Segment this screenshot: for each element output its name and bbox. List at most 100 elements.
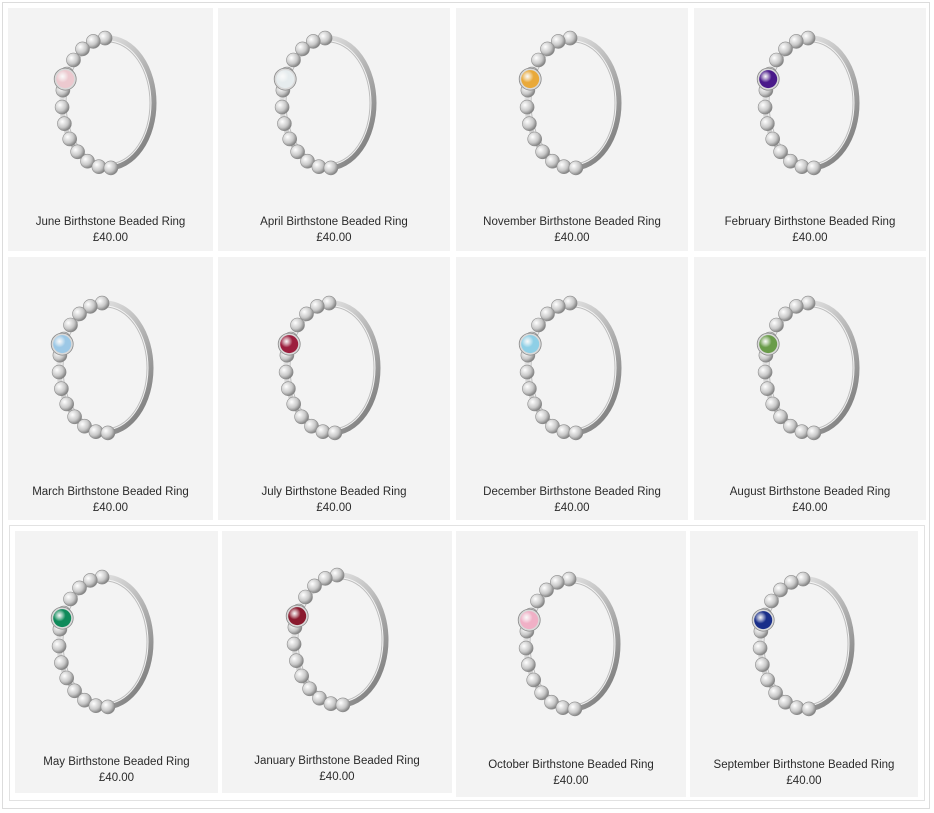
ring-bead — [539, 582, 554, 598]
ring-bead — [63, 317, 78, 333]
ring-bead — [768, 685, 783, 701]
product-price: £40.00 — [316, 232, 352, 244]
ring-bead — [51, 638, 67, 654]
ring-bead — [327, 425, 343, 441]
product-name[interactable]: June Birthstone Beaded Ring — [35, 216, 186, 228]
ring-bead — [783, 575, 799, 590]
ring-bead — [54, 99, 70, 115]
ring-bead — [778, 306, 793, 322]
ring-image[interactable] — [43, 567, 163, 717]
ring-bead — [526, 672, 542, 688]
ring-image[interactable] — [511, 293, 631, 443]
ring-bead — [323, 160, 339, 176]
ring-bead — [765, 396, 781, 412]
product-name[interactable]: May Birthstone Beaded Ring — [43, 756, 190, 768]
ring-bead — [335, 697, 351, 713]
product-card[interactable]: September Birthstone Beaded Ring £40.00 — [690, 531, 918, 797]
ring-bead — [550, 34, 566, 49]
ring-bead — [760, 672, 776, 688]
ring-bead — [518, 640, 534, 656]
product-name[interactable]: November Birthstone Beaded Ring — [483, 216, 661, 228]
gemstone-icon — [520, 611, 539, 630]
ring-image[interactable] — [744, 569, 864, 719]
ring-bead — [567, 701, 583, 717]
ring-bead — [540, 306, 555, 322]
ring-image[interactable] — [749, 28, 869, 178]
product-name[interactable]: December Birthstone Beaded Ring — [483, 486, 661, 498]
ring-bead — [522, 116, 537, 131]
ring-bead — [755, 657, 770, 672]
product-card[interactable]: May Birthstone Beaded Ring £40.00 — [15, 531, 218, 793]
ring-bead — [66, 52, 81, 68]
product-card[interactable]: October Birthstone Beaded Ring £40.00 — [456, 531, 686, 797]
gemstone-icon — [53, 609, 72, 628]
ring-bead — [290, 317, 305, 333]
product-name[interactable]: February Birthstone Beaded Ring — [724, 216, 896, 228]
product-card[interactable]: August Birthstone Beaded Ring £40.00 — [694, 257, 926, 520]
product-card[interactable]: April Birthstone Beaded Ring £40.00 — [218, 8, 450, 251]
ring-bead — [281, 381, 296, 396]
ring-bead — [63, 591, 78, 607]
ring-bead — [100, 699, 116, 715]
product-card[interactable]: November Birthstone Beaded Ring £40.00 — [456, 8, 688, 251]
ring-bead — [294, 409, 309, 425]
gemstone-icon — [280, 335, 299, 354]
ring-bead — [765, 131, 781, 147]
ring-bead — [294, 668, 310, 684]
ring-bead — [534, 685, 549, 701]
ring-bead — [527, 396, 543, 412]
ring-bead — [549, 575, 565, 590]
product-name[interactable]: July Birthstone Beaded Ring — [261, 486, 407, 498]
ring-bead — [806, 160, 822, 176]
ring-bead — [773, 582, 788, 598]
product-card[interactable]: March Birthstone Beaded Ring £40.00 — [8, 257, 213, 520]
ring-bead — [274, 99, 290, 115]
gemstone-icon — [521, 70, 540, 89]
ring-image[interactable] — [278, 565, 398, 715]
ring-bead — [59, 670, 75, 686]
product-name[interactable]: April Birthstone Beaded Ring — [260, 216, 408, 228]
ring-image[interactable] — [749, 293, 869, 443]
ring-bead — [67, 409, 82, 425]
ring-bead — [764, 593, 779, 609]
product-name[interactable]: August Birthstone Beaded Ring — [729, 486, 891, 498]
product-name[interactable]: September Birthstone Beaded Ring — [713, 759, 895, 771]
ring-image[interactable] — [511, 28, 631, 178]
ring-bead — [769, 317, 784, 333]
ring-image[interactable] — [43, 293, 163, 443]
gemstone-icon — [56, 70, 75, 89]
ring-bead — [519, 99, 535, 115]
ring-bead — [773, 409, 788, 425]
ring-bead — [531, 52, 546, 68]
ring-bead — [100, 425, 116, 441]
ring-image[interactable] — [46, 28, 166, 178]
ring-bead — [82, 299, 98, 314]
ring-bead — [788, 34, 804, 49]
ring-bead — [760, 381, 775, 396]
ring-bead — [806, 425, 822, 441]
ring-bead — [535, 144, 550, 160]
product-price: £40.00 — [92, 232, 129, 244]
product-card[interactable]: December Birthstone Beaded Ring £40.00 — [456, 257, 688, 520]
product-card[interactable]: July Birthstone Beaded Ring £40.00 — [218, 257, 450, 520]
product-name[interactable]: March Birthstone Beaded Ring — [32, 486, 189, 498]
product-name[interactable]: January Birthstone Beaded Ring — [254, 755, 420, 767]
product-card[interactable]: June Birthstone Beaded Ring £40.00 — [8, 8, 213, 251]
ring-image[interactable] — [270, 293, 390, 443]
gemstone-icon — [759, 70, 778, 89]
ring-image[interactable] — [266, 28, 386, 178]
ring-bead — [531, 317, 546, 333]
ring-bead — [522, 381, 537, 396]
product-card[interactable]: February Birthstone Beaded Ring £40.00 — [694, 8, 926, 251]
ring-bead — [70, 144, 85, 160]
ring-bead — [54, 381, 69, 396]
product-name[interactable]: October Birthstone Beaded Ring — [488, 759, 654, 771]
ring-image[interactable] — [510, 569, 630, 719]
product-price: £40.00 — [554, 232, 590, 244]
ring-bead — [85, 34, 101, 49]
ring-bead — [302, 681, 317, 697]
product-card[interactable]: January Birthstone Beaded Ring £40.00 — [222, 531, 452, 793]
product-price: £40.00 — [554, 502, 590, 514]
ring-bead — [82, 573, 98, 588]
